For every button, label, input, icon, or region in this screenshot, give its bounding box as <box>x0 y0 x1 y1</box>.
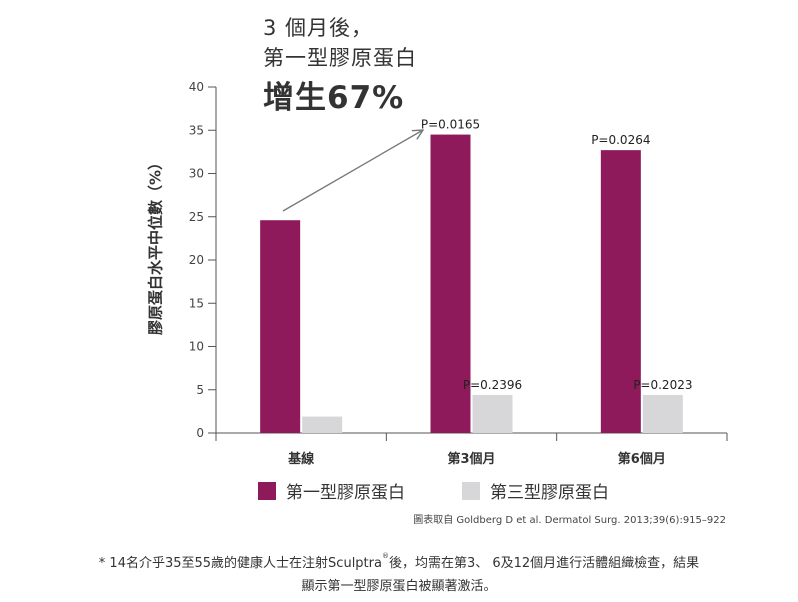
y-tick-label: 0 <box>196 426 204 440</box>
registered-mark: ® <box>381 552 389 560</box>
footnote-line-1: * 14名介乎35至55歲的健康人士在注射Sculptra®後，均需在第3、 6… <box>0 552 798 571</box>
y-tick-label: 40 <box>189 80 204 94</box>
chart-axes: 0 5 10 15 20 25 30 35 40 <box>189 80 728 441</box>
bar-type1 <box>260 220 301 433</box>
y-tick-label: 10 <box>189 340 204 354</box>
chart-bars <box>260 134 683 433</box>
annotation-line-1: 3 個月後， <box>263 16 374 40</box>
y-tick-label: 15 <box>189 296 204 310</box>
legend-item-type1: 第一型膠原蛋白 <box>258 478 405 503</box>
y-tick-label: 30 <box>189 167 204 181</box>
legend-label-type3: 第三型膠原蛋白 <box>490 483 609 503</box>
p-value-label: P=0.0264 <box>591 133 650 147</box>
footnote-line-2: 顯示第一型膠原蛋白被顯著激活。 <box>301 579 497 594</box>
legend-swatch-type1 <box>258 481 276 500</box>
x-tick-label: 第6個月 <box>618 451 666 467</box>
footnote-text-a: * 14名介乎35至55歲的健康人士在注射Sculptra <box>98 556 382 571</box>
bar-type3 <box>642 394 683 433</box>
x-tick-label: 第3個月 <box>447 451 495 467</box>
increase-arrow <box>282 130 423 212</box>
bar-type1 <box>430 134 471 433</box>
annotation-headline: 增生67% <box>263 80 405 116</box>
y-tick-label: 25 <box>189 210 204 224</box>
legend-item-type3: 第三型膠原蛋白 <box>462 478 609 503</box>
p-value-label: P=0.2396 <box>463 378 522 392</box>
y-tick-label: 35 <box>189 123 204 137</box>
p-value-label: P=0.0165 <box>421 118 480 132</box>
annotation-line-2: 第一型膠原蛋白 <box>263 46 417 70</box>
chart-source: 圖表取自 Goldberg D et al. Dermatol Surg. 20… <box>413 515 726 526</box>
bar-type3 <box>472 394 513 433</box>
x-tick-label: 基線 <box>287 451 315 467</box>
y-axis-label: 膠原蛋白水平中位數（%） <box>146 154 165 336</box>
footnote-text-b: 後，均需在第3、 6及12個月進行活體組織檢查，結果 <box>388 556 700 571</box>
bar-type3 <box>302 416 343 433</box>
y-tick-label: 20 <box>189 253 204 267</box>
p-value-label: P=0.2023 <box>633 378 692 392</box>
y-tick-label: 5 <box>196 383 204 397</box>
chart-labels: 基線 第3個月 第6個月 P=0.0165 P=0.2396 P=0.0264 P=0.20… <box>287 118 692 467</box>
legend-swatch-type3 <box>462 481 480 500</box>
bar-type1 <box>600 150 641 433</box>
legend-label-type1: 第一型膠原蛋白 <box>286 483 405 503</box>
